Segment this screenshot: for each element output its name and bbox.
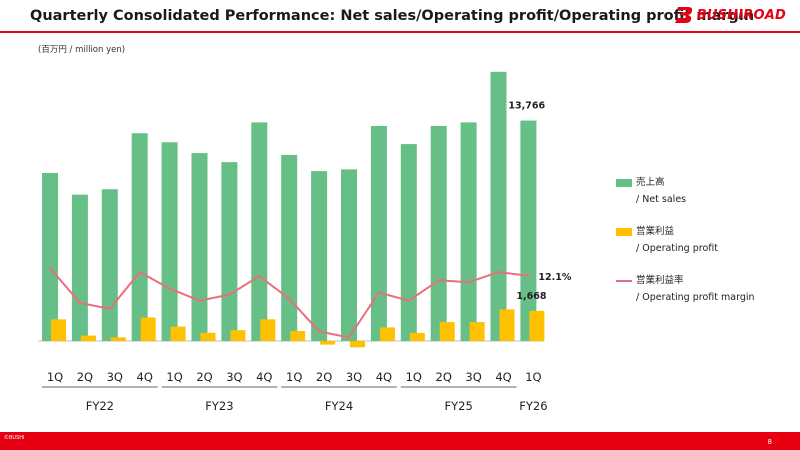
quarter-tick-label: 1Q (47, 370, 63, 384)
operating-profit-bar (51, 319, 66, 341)
header-divider (0, 31, 800, 33)
quarter-tick-label: 2Q (436, 370, 452, 384)
net-sales-bar (341, 169, 357, 341)
net-sales-bar (430, 126, 447, 341)
operating-profit-swatch (616, 227, 632, 236)
quarter-tick-label: 1Q (406, 370, 422, 384)
net-sales-bar (221, 162, 238, 341)
operating-profit-bar (529, 310, 545, 341)
operating-margin-point (377, 291, 381, 294)
quarter-tick-label: 4Q (376, 370, 392, 384)
performance-chart: 13,766 12.1% 1,668 1Q 2Q 3Q 4Q 1Q 2Q 3Q 4Q 1Q 2Q 3Q 4Q… (38, 71, 572, 413)
operating-profit-bar (379, 327, 395, 341)
quarter-tick-label: 2Q (196, 370, 212, 384)
operating-margin-point (138, 270, 141, 274)
net-sales-bar (101, 189, 118, 341)
operating-profit-bar (290, 331, 306, 341)
page-number: 8 (767, 438, 772, 446)
quarter-tick-label: 1Q (166, 370, 182, 384)
operating-margin-point (347, 336, 351, 339)
net-sales-bar (520, 120, 537, 341)
legend-operating-margin: 営業利益率 / Operating profit margin (616, 272, 755, 303)
logo-text: BUSHIROAD (696, 7, 786, 23)
op-profit-latest-label: 1,668 (516, 291, 546, 302)
operating-profit-bar (499, 309, 515, 341)
quarter-tick-label: 2Q (77, 370, 93, 384)
operating-profit-bar (230, 330, 246, 341)
operating-profit-bar (80, 335, 96, 341)
operating-profit-bar (469, 322, 485, 341)
page-title: Quarterly Consolidated Performance: Net … (30, 8, 755, 24)
operating-profit-bar (200, 332, 216, 341)
legend-net-sales: 売上高 / Net sales (616, 174, 686, 205)
operating-margin-point (497, 270, 500, 274)
operating-margin-point (527, 274, 530, 277)
bushiroad-logo-icon (674, 7, 692, 23)
operating-margin-point (437, 279, 440, 282)
net-sales-bar (42, 172, 58, 341)
net-sales-bar (490, 71, 507, 341)
net-sales-latest-label: 13,766 (508, 101, 545, 112)
legend-op-profit-en: / Operating profit (636, 243, 718, 254)
fiscal-year-label: FY23 (205, 399, 233, 413)
operating-margin-point (467, 281, 470, 284)
operating-margin-swatch (616, 279, 632, 282)
copyright-text: ©BUSHI (4, 435, 25, 441)
net-sales-bar (191, 153, 208, 341)
quarter-tick-label: 3Q (346, 370, 362, 384)
margin-latest-label: 12.1% (538, 272, 571, 283)
quarter-tick-label: 1Q (525, 370, 541, 384)
operating-margin-point (258, 274, 261, 278)
quarter-tick-label: 4Q (137, 370, 153, 384)
net-sales-bar (311, 171, 328, 341)
net-sales-bar (71, 194, 88, 341)
net-sales-bar (161, 142, 178, 341)
quarter-tick-label: 4Q (256, 370, 272, 384)
operating-margin-point (407, 299, 410, 302)
operating-margin-point (228, 293, 231, 296)
operating-profit-bar (320, 341, 336, 345)
legend-op-margin-jp: 営業利益率 (636, 275, 684, 286)
legend-op-profit-jp: 営業利益 (636, 226, 675, 237)
legend-net-sales-en: / Net sales (636, 194, 687, 205)
quarter-tick-label: 3Q (465, 370, 481, 384)
operating-profit-bar (409, 332, 425, 341)
quarter-tick-label: 3Q (107, 370, 123, 384)
unit-label: (百万円 / million yen) (38, 45, 126, 55)
net-sales-bar (460, 122, 477, 341)
footer-bar: ©BUSHI 8 (0, 432, 800, 450)
legend-net-sales-jp: 売上高 (636, 177, 665, 188)
net-sales-bar (370, 126, 387, 341)
quarter-tick-label: 2Q (316, 370, 332, 384)
fiscal-year-label: FY22 (86, 399, 114, 413)
legend-operating-profit: 営業利益 / Operating profit (616, 223, 718, 254)
operating-profit-bar (439, 322, 455, 341)
net-sales-bar (400, 144, 417, 341)
fiscal-year-label: FY25 (445, 399, 473, 413)
operating-margin-point (48, 266, 52, 270)
operating-margin-point (288, 297, 291, 300)
operating-margin-point (168, 287, 171, 290)
fiscal-year-label: FY24 (325, 399, 353, 413)
operating-profit-bar (140, 317, 156, 341)
operating-margin-point (198, 299, 201, 302)
fiscal-year-label: FY26 (519, 399, 547, 413)
operating-profit-bar (170, 326, 186, 341)
quarter-tick-label: 1Q (286, 370, 302, 384)
operating-profit-bar (110, 337, 126, 341)
operating-profit-bar (260, 319, 276, 341)
legend-op-margin-en: / Operating profit margin (636, 292, 755, 303)
brand-logo: BUSHIROAD (674, 6, 786, 24)
operating-margin-point (108, 307, 112, 311)
operating-profit-bar (350, 341, 365, 348)
net-sales-bar (281, 154, 298, 341)
quarter-tick-label: 3Q (226, 370, 242, 384)
net-sales-bar (131, 133, 148, 341)
net-sales-swatch (616, 178, 632, 187)
net-sales-bar (251, 122, 268, 341)
operating-margin-point (78, 301, 82, 304)
quarter-tick-label: 4Q (495, 370, 511, 384)
operating-margin-point (317, 330, 321, 333)
